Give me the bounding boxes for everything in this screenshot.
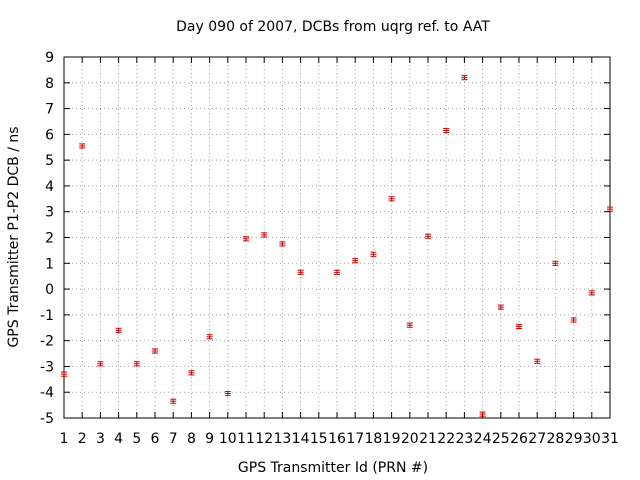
x-axis-label: GPS Transmitter Id (PRN #) bbox=[238, 460, 428, 476]
grid bbox=[64, 57, 610, 418]
data-point bbox=[425, 233, 431, 239]
y-tick-label: -4 bbox=[40, 385, 54, 401]
data-point bbox=[79, 143, 86, 149]
data-point bbox=[388, 196, 395, 202]
data-point bbox=[461, 75, 468, 81]
data-point bbox=[588, 290, 595, 296]
data-point bbox=[406, 322, 413, 328]
x-tick-label: 13 bbox=[273, 431, 291, 447]
x-tick-label: 31 bbox=[601, 431, 619, 447]
x-tick-label: 2 bbox=[78, 431, 87, 447]
y-tick-label: 1 bbox=[45, 256, 54, 272]
x-tick-label: 17 bbox=[346, 431, 364, 447]
x-tick-label: 18 bbox=[364, 431, 382, 447]
data-point bbox=[170, 398, 177, 404]
x-tick-label: 12 bbox=[255, 431, 273, 447]
y-tick-label: -1 bbox=[40, 308, 54, 324]
y-tick-label: -3 bbox=[40, 359, 54, 375]
x-tick-label: 10 bbox=[219, 431, 237, 447]
data-point bbox=[206, 334, 213, 340]
data-point bbox=[152, 348, 158, 354]
data-point bbox=[224, 390, 231, 397]
data-point bbox=[297, 269, 304, 275]
data-point bbox=[516, 323, 522, 330]
x-tick-label: 22 bbox=[437, 431, 455, 447]
plot-frame bbox=[63, 56, 611, 419]
data-point bbox=[261, 232, 268, 238]
x-tick-label: 3 bbox=[96, 431, 105, 447]
data-point bbox=[352, 258, 359, 264]
x-tick-label: 1 bbox=[60, 431, 69, 447]
chart-title: Day 090 of 2007, DCBs from uqrg ref. to … bbox=[176, 19, 490, 35]
x-tick-label: 30 bbox=[583, 431, 601, 447]
y-tick-label: 8 bbox=[45, 76, 54, 92]
x-tick-label: 9 bbox=[205, 431, 214, 447]
data-point bbox=[534, 358, 541, 364]
x-tick-label: 11 bbox=[237, 431, 255, 447]
data-point bbox=[188, 370, 195, 376]
x-tick-label: 20 bbox=[401, 431, 419, 447]
x-tick-label: 24 bbox=[474, 431, 492, 447]
x-tick-label: 16 bbox=[328, 431, 346, 447]
y-tick-label: 9 bbox=[45, 50, 54, 66]
data-point bbox=[479, 411, 486, 417]
data-point bbox=[61, 371, 67, 377]
data-point bbox=[497, 304, 504, 310]
x-tick-label: 15 bbox=[310, 431, 328, 447]
y-tick-label: -2 bbox=[40, 334, 54, 350]
x-tick-label: 28 bbox=[546, 431, 564, 447]
x-tick-label: 26 bbox=[510, 431, 528, 447]
x-tick-label: 5 bbox=[132, 431, 141, 447]
x-tick-label: 27 bbox=[528, 431, 546, 447]
y-tick-label: -5 bbox=[40, 411, 54, 427]
data-point bbox=[443, 127, 450, 134]
data-point bbox=[607, 206, 613, 212]
x-tick-label: 6 bbox=[151, 431, 160, 447]
y-tick-label: 3 bbox=[45, 205, 54, 221]
axis-ticks bbox=[63, 56, 611, 419]
x-tick-label: 14 bbox=[292, 431, 310, 447]
y-tick-label: 0 bbox=[45, 282, 54, 298]
data-point bbox=[243, 236, 249, 242]
data-points bbox=[61, 75, 613, 417]
data-point bbox=[97, 361, 104, 367]
y-axis-label: GPS Transmitter P1-P2 DCB / ns bbox=[6, 126, 22, 347]
data-point bbox=[115, 327, 122, 333]
y-tick-label: 4 bbox=[45, 179, 54, 195]
data-point bbox=[570, 317, 577, 323]
y-tick-label: 7 bbox=[45, 102, 54, 118]
x-tick-label: 21 bbox=[419, 431, 437, 447]
data-point bbox=[552, 260, 559, 266]
x-tick-label: 8 bbox=[187, 431, 196, 447]
x-tick-label: 25 bbox=[492, 431, 510, 447]
data-point bbox=[334, 269, 340, 275]
y-tick-label: 5 bbox=[45, 153, 54, 169]
y-tick-label: 6 bbox=[45, 127, 54, 143]
data-point bbox=[279, 241, 286, 247]
x-tick-label: 29 bbox=[565, 431, 583, 447]
x-tick-label: 4 bbox=[114, 431, 123, 447]
x-tick-label: 23 bbox=[455, 431, 473, 447]
x-tick-label: 7 bbox=[169, 431, 178, 447]
data-point bbox=[370, 251, 377, 257]
data-point bbox=[133, 361, 140, 367]
y-tick-label: 2 bbox=[45, 231, 54, 247]
x-tick-label: 19 bbox=[383, 431, 401, 447]
